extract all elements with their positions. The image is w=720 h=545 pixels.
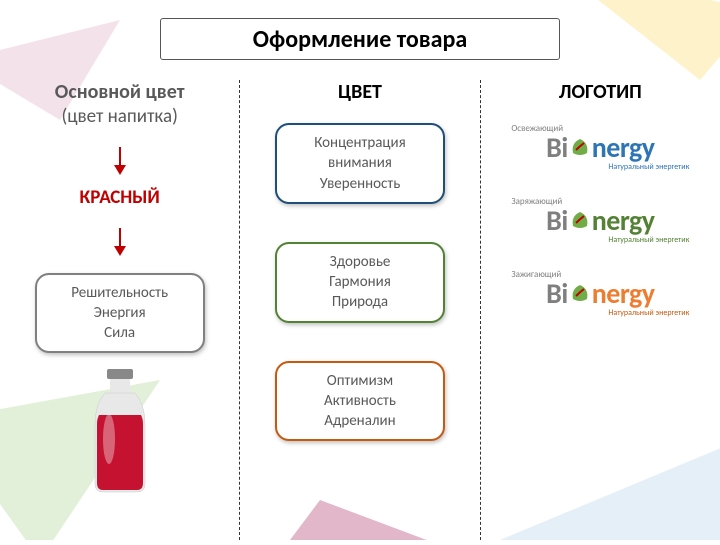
attr-line: Уверенность — [283, 174, 437, 194]
logo-wordmark: Binergy — [505, 134, 695, 162]
left-header-l2: (цвет напитка) — [55, 105, 185, 129]
attr-line: Оптимизм — [283, 371, 437, 391]
logo-bi: Bi — [546, 134, 568, 162]
middle-header: ЦВЕТ — [338, 80, 382, 105]
column-main-color: Основной цвет (цвет напитка) КРАСНЫЙ Реш… — [0, 80, 240, 540]
attr-line: Здоровье — [283, 252, 437, 272]
leaf-icon — [569, 207, 591, 235]
left-attributes-box: Решительность Энергия Сила — [35, 273, 205, 354]
down-arrow-icon — [112, 147, 128, 180]
leaf-icon — [569, 280, 591, 308]
logo-block-blue: Освежающий Binergy Натуральный энергетик — [505, 123, 695, 172]
logo-nergy: nergy — [592, 280, 655, 308]
bottle-illustration — [85, 369, 155, 499]
attr-line: Концентрация внимания — [283, 133, 437, 174]
logo-wordmark: Binergy — [505, 280, 695, 308]
right-header: ЛОГОТИП — [559, 80, 642, 105]
logo-block-green: Заряжающий Binergy Натуральный энергетик — [505, 196, 695, 245]
attr-line: Энергия — [43, 303, 197, 323]
slide-title: Оформление товара — [253, 25, 468, 54]
logo-bi: Bi — [546, 207, 568, 235]
color-box-green: Здоровье Гармония Природа — [275, 242, 445, 323]
color-box-blue: Концентрация внимания Уверенность — [275, 123, 445, 204]
leaf-icon — [569, 134, 591, 162]
slide-title-box: Оформление товара — [160, 18, 560, 60]
logo-nergy: nergy — [592, 134, 655, 162]
left-header-l1: Основной цвет — [55, 80, 185, 105]
down-arrow-icon — [112, 228, 128, 261]
columns-container: Основной цвет (цвет напитка) КРАСНЫЙ Реш… — [0, 80, 720, 540]
logo-nergy: nergy — [592, 207, 655, 235]
attr-line: Активность — [283, 391, 437, 411]
red-label: КРАСНЫЙ — [80, 186, 160, 210]
logo-block-orange: Зажигающий Binergy Натуральный энергетик — [505, 269, 695, 318]
left-header: Основной цвет (цвет напитка) — [55, 80, 185, 129]
attr-line: Гармония — [283, 272, 437, 292]
attr-line: Сила — [43, 323, 197, 343]
attr-line: Природа — [283, 292, 437, 312]
attr-line: Адреналин — [283, 411, 437, 431]
logo-bi: Bi — [546, 280, 568, 308]
attr-line: Решительность — [43, 283, 197, 303]
column-logo: ЛОГОТИП Освежающий Binergy Натуральный э… — [481, 80, 720, 540]
column-color: ЦВЕТ Концентрация внимания Уверенность З… — [240, 80, 480, 540]
logo-wordmark: Binergy — [505, 207, 695, 235]
color-box-orange: Оптимизм Активность Адреналин — [275, 361, 445, 442]
